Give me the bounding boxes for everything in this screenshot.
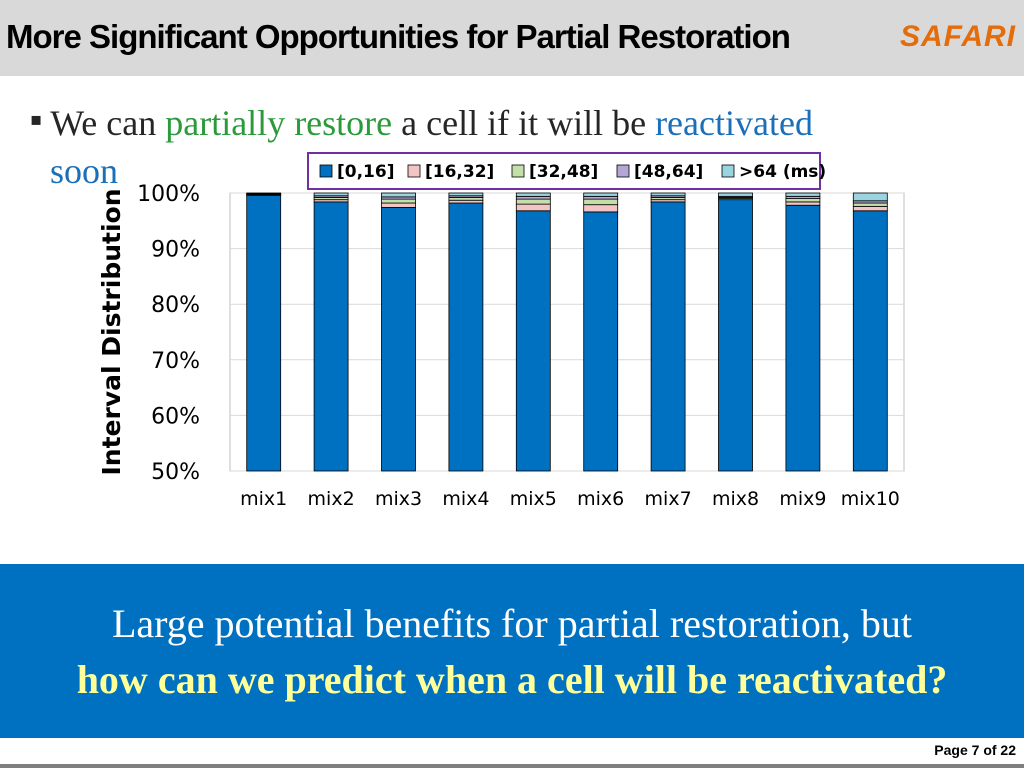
y-axis-label: Interval Distribution xyxy=(97,188,126,475)
bar-mix6-4 xyxy=(583,192,619,197)
legend-swatch xyxy=(407,164,421,178)
bullet-part-1: We can xyxy=(50,103,166,143)
x-tick-label: mix1 xyxy=(240,488,287,510)
y-tick-label: 50% xyxy=(151,460,200,485)
legend-swatch xyxy=(616,164,630,178)
x-tick-label: mix4 xyxy=(442,488,489,510)
bar-mix6-1 xyxy=(583,204,619,213)
x-tick-label: mix6 xyxy=(577,488,624,510)
conclusion-banner xyxy=(0,564,1024,738)
x-tick-label: mix3 xyxy=(375,488,422,510)
legend-swatch xyxy=(721,164,735,178)
bar-mix10-0 xyxy=(852,210,888,472)
x-tick-label: mix10 xyxy=(841,488,900,510)
bar-mix9-0 xyxy=(785,204,821,472)
bar-mix3-0 xyxy=(381,207,416,472)
legend-box xyxy=(307,152,821,190)
bar-mix3-1 xyxy=(381,202,416,208)
bar-mix8-0 xyxy=(718,199,753,472)
bar-mix7-4 xyxy=(650,192,686,197)
bar-mix10-2 xyxy=(852,202,888,207)
legend-label: [0,16] xyxy=(337,162,394,182)
interval-distribution-chart: 50% 60% 70% 80% 90% 100% Interval Distribution… xyxy=(97,152,905,510)
banner-line-2: how can we predict when a cell will be r… xyxy=(76,657,948,702)
bar-mix4-4 xyxy=(448,192,484,197)
bar-mix1-0 xyxy=(246,194,282,472)
y-tick-label: 70% xyxy=(151,349,200,374)
legend-label: [48,64] xyxy=(634,162,703,182)
bar-mix4-0 xyxy=(448,202,484,472)
bar-mix5-0 xyxy=(515,210,551,472)
bar-mix8-4 xyxy=(718,192,753,197)
bar-mix3-2 xyxy=(381,198,416,204)
bar-mix5-2 xyxy=(515,198,551,205)
bar-mix4-2 xyxy=(448,197,484,201)
bullet-text-continued: soon xyxy=(50,151,119,191)
legend-swatch xyxy=(319,164,333,178)
bar-mix5-3 xyxy=(515,195,551,200)
x-tick-label: mix2 xyxy=(308,488,355,510)
y-tick-label: 90% xyxy=(151,238,200,263)
bar-mix5-1 xyxy=(515,203,551,212)
x-tick-label: mix9 xyxy=(779,488,826,510)
slide-header: More Significant Opportunities for Parti… xyxy=(0,0,1024,76)
bar-mix3-4 xyxy=(381,192,416,198)
banner-line-1: Large potential benefits for partial res… xyxy=(111,601,913,646)
footer-bar xyxy=(0,764,1024,768)
bar-mix2-4 xyxy=(313,192,349,197)
x-tick-label: mix7 xyxy=(645,488,692,510)
x-tick-label: mix8 xyxy=(712,488,759,510)
bar-mix7-0 xyxy=(650,201,686,472)
legend-label: >64 (ms) xyxy=(739,162,826,182)
bar-mix6-2 xyxy=(583,198,619,206)
x-tick-label: mix5 xyxy=(510,488,557,510)
bullet-text: ▪ We can partially restore a cell if it w… xyxy=(30,102,813,144)
legend-swatch xyxy=(511,164,525,178)
bar-mix5-4 xyxy=(515,192,551,197)
y-tick-label: 60% xyxy=(151,404,200,429)
bar-mix10-1 xyxy=(852,205,888,212)
y-tick-label: 100% xyxy=(137,182,200,207)
page-number: Page 7 of 22 xyxy=(934,742,1016,758)
bar-mix9-2 xyxy=(785,198,821,203)
bullet-highlight-reactivated: reactivated xyxy=(655,103,813,143)
bar-mix2-0 xyxy=(313,201,349,472)
bar-mix4-1 xyxy=(448,199,484,204)
bar-mix9-1 xyxy=(785,201,821,206)
bar-mix6-0 xyxy=(583,211,619,472)
bullet-part-3: a cell if it will be xyxy=(392,103,656,143)
bullet-icon: ▪ xyxy=(30,109,43,130)
bar-mix9-4 xyxy=(785,192,821,197)
legend-label: [32,48] xyxy=(529,162,598,182)
bar-mix10-4 xyxy=(852,192,888,202)
slide-title: More Significant Opportunities for Parti… xyxy=(6,18,791,55)
bullet-highlight-restore: partially restore xyxy=(165,103,393,143)
safari-logo: SAFARI xyxy=(899,20,1016,53)
legend-label: [16,32] xyxy=(425,162,494,182)
bar-mix1-4 xyxy=(246,192,282,195)
bar-mix6-3 xyxy=(583,195,619,200)
y-tick-label: 80% xyxy=(151,293,200,318)
